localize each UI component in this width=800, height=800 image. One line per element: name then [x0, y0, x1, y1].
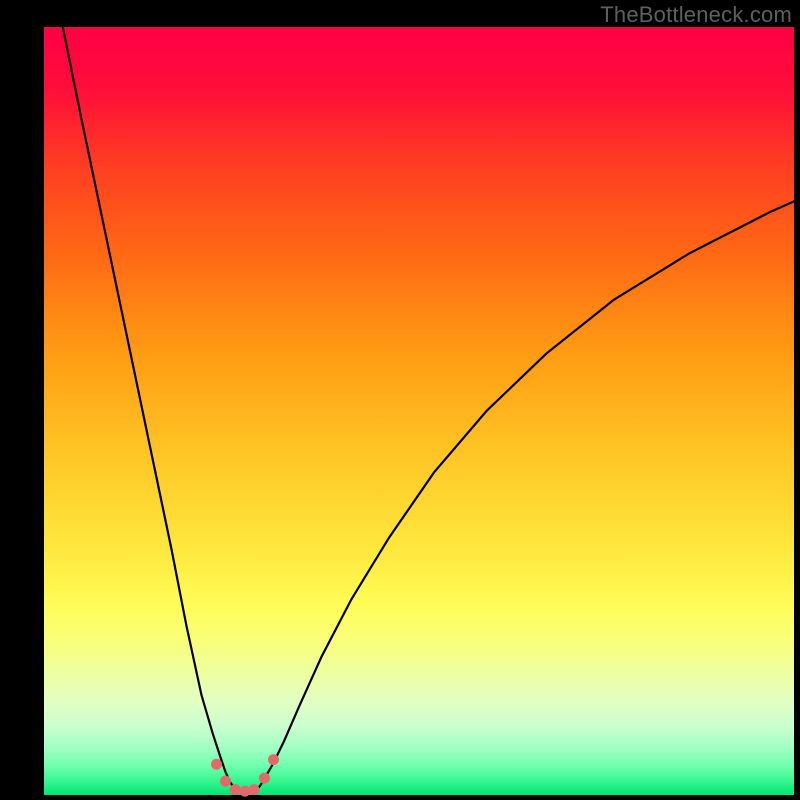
- watermark-text: TheBottleneck.com: [600, 2, 792, 28]
- chart-stage: TheBottleneck.com: [0, 0, 800, 800]
- minimum-marker: [259, 773, 270, 784]
- minimum-marker: [249, 784, 260, 795]
- minimum-marker: [211, 759, 222, 770]
- minimum-marker: [268, 754, 279, 765]
- minimum-marker: [230, 784, 241, 795]
- minimum-marker: [220, 776, 231, 787]
- bottleneck-curve-chart: [0, 0, 800, 800]
- gradient-background: [44, 27, 794, 795]
